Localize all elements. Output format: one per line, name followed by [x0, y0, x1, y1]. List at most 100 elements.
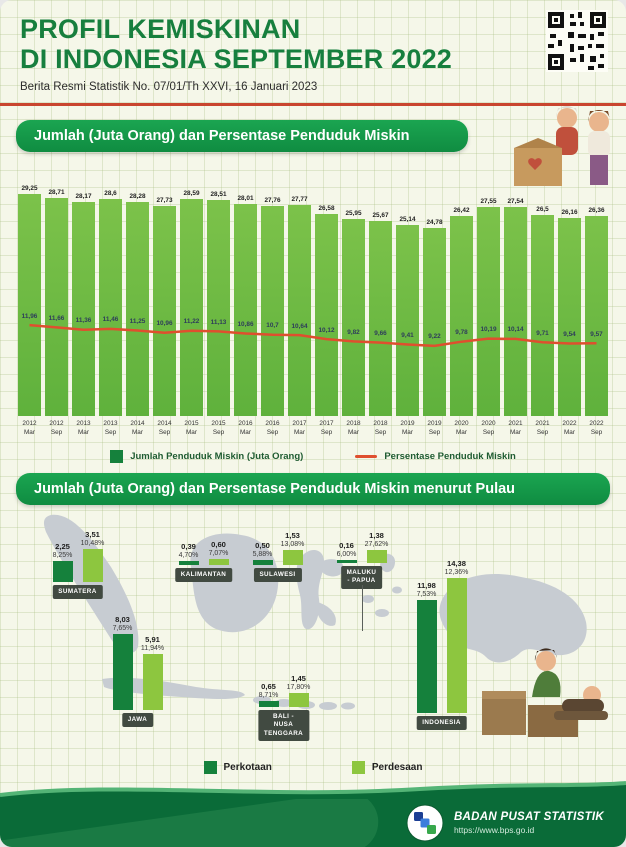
urban-column: 11,98 7,53% [414, 581, 439, 713]
axis-label: 2021 Sep [535, 420, 550, 437]
footer-org-name: BADAN PUSAT STATISTIK [453, 811, 604, 823]
urban-column: 0,65 8,71% [256, 682, 281, 707]
island-badge: INDONESIA [416, 715, 467, 731]
axis-label: 2013 Mar [76, 420, 91, 437]
bar-column: 25,95 [340, 210, 367, 417]
poverty-bar [503, 207, 528, 417]
urban-pct-label: 8,71% [258, 691, 279, 699]
rural-pct-label: 11,94% [140, 645, 165, 653]
poverty-bar [341, 219, 366, 417]
rural-column: 5,91 11,94% [140, 635, 165, 710]
rural-value-label: 3,51 [85, 529, 100, 539]
rural-column: 14,38 12,36% [444, 559, 469, 713]
island-badge: SULAWESI [253, 567, 302, 583]
bar-column: 26,58 [313, 205, 340, 417]
bar-column: 26,36 [583, 207, 610, 417]
footer-text: BADAN PUSAT STATISTIK https://www.bps.go… [454, 811, 604, 835]
bar-value-label: 28,59 [183, 190, 200, 198]
rural-value-label: 1,38 [369, 530, 384, 540]
pct-label: 10,96 [156, 320, 173, 328]
axis-label: 2020 Mar [454, 420, 469, 437]
trend-legend: Jumlah Penduduk Miskin (Juta Orang) Pers… [16, 449, 610, 463]
urban-pct-label: 5,88% [252, 551, 273, 559]
island-badge: SUMATERA [52, 584, 103, 600]
poverty-bar [395, 225, 420, 417]
header-divider [0, 103, 626, 107]
poverty-bar [557, 217, 582, 417]
bar-column: 27,76 [259, 197, 286, 417]
rural-bar [288, 693, 309, 707]
poverty-bar [17, 194, 42, 417]
poverty-bar [206, 199, 231, 417]
bar-value-label: 27,55 [480, 198, 497, 206]
rural-value-label: 0,60 [211, 540, 226, 550]
bar-value-label: 27,77 [291, 196, 308, 204]
pct-label: 9,71 [536, 329, 549, 337]
poverty-bar [152, 205, 177, 417]
island-group-maluku_papua: 0,16 6,00% 1,38 27,62% MALUKU - PAPUA [334, 531, 389, 631]
header: PROFIL KEMISKINAN DI INDONESIA SEPTEMBER… [0, 0, 626, 93]
pct-label: 11,66 [48, 314, 65, 322]
poverty-bar [584, 216, 609, 417]
pct-label: 9,54 [563, 330, 576, 338]
bar-value-label: 28,28 [129, 192, 146, 200]
bar-column: 27,55 [475, 198, 502, 417]
poverty-bar [98, 199, 123, 417]
section-island: Jumlah (Juta Orang) dan Persentase Pendu… [0, 472, 626, 774]
pct-label: 10,19 [480, 326, 497, 334]
pct-label: 9,82 [347, 328, 360, 336]
bar-value-label: 24,78 [426, 219, 443, 227]
bar-column: 28,59 [178, 190, 205, 417]
island-badge: BALI - NUSA TENGGARA [257, 709, 310, 742]
poverty-bar [530, 215, 555, 417]
pct-label: 11,25 [129, 317, 146, 325]
rural-value-label: 14,38 [446, 558, 466, 568]
rural-column: 1,38 27,62% [364, 531, 389, 563]
axis-label: 2012 Mar [22, 420, 37, 437]
pct-label: 11,22 [183, 318, 200, 326]
bar-value-label: 28,17 [75, 193, 92, 201]
bar-column: 27,73 [151, 197, 178, 417]
qr-code-icon [546, 10, 608, 72]
footer-bar: BADAN PUSAT STATISTIK https://www.bps.go… [0, 799, 626, 847]
poverty-bar [422, 228, 447, 417]
axis-label: 2022 Mar [562, 420, 577, 437]
legend-urban-label: Perkotaan [223, 761, 272, 773]
bar-column: 27,77 [286, 196, 313, 417]
legend-item-urban: Perkotaan [203, 760, 272, 774]
pct-label: 10,7 [266, 322, 279, 330]
indonesia-map-area: 2,25 8,25% 3,51 10,48% SUMATERA 0,39 4,70% 0,60… [16, 507, 610, 747]
urban-value-label: 0,50 [255, 541, 270, 551]
axis-label: 2017 Sep [319, 420, 334, 437]
urban-pct-label: 6,00% [336, 551, 357, 559]
legend-item-bar: Jumlah Penduduk Miskin (Juta Orang) [110, 449, 303, 463]
urban-pct-label: 7,53% [416, 591, 437, 599]
bar-value-label: 28,51 [210, 190, 227, 198]
poverty-trend-chart: 29,25 28,71 28,17 28,6 28,28 27,73 28,59 28,51 2… [16, 166, 610, 437]
rural-column: 1,45 17,80% [286, 674, 311, 707]
urban-bar [252, 560, 273, 565]
footer: BADAN PUSAT STATISTIK https://www.bps.go… [0, 779, 626, 847]
bar-column: 28,01 [232, 195, 259, 417]
urban-column: 0,50 5,88% [250, 541, 275, 565]
urban-bar [336, 560, 357, 563]
poverty-bar [179, 199, 204, 417]
bar-value-label: 25,95 [345, 210, 362, 218]
axis-label: 2019 Mar [400, 420, 415, 437]
urban-bar [258, 700, 279, 707]
pct-label: 9,57 [590, 330, 603, 338]
bar-column: 26,16 [556, 209, 583, 417]
legend-item-line: Persentase Penduduk Miskin [355, 451, 516, 462]
pct-label: 10,86 [237, 320, 254, 328]
footer-url[interactable]: https://www.bps.go.id [453, 825, 535, 835]
legend-item-rural: Perdesaan [351, 760, 422, 774]
bar-value-label: 26,16 [561, 208, 578, 216]
axis-label: 2019 Sep [427, 420, 442, 437]
axis-label: 2016 Sep [265, 420, 280, 437]
urban-pct-label: 7,65% [112, 625, 133, 633]
island-badge: MALUKU - PAPUA [340, 565, 383, 589]
axis-label: 2015 Mar [184, 420, 199, 437]
rural-bar [446, 577, 467, 713]
section-island-banner: Jumlah (Juta Orang) dan Persentase Pendu… [16, 472, 610, 505]
